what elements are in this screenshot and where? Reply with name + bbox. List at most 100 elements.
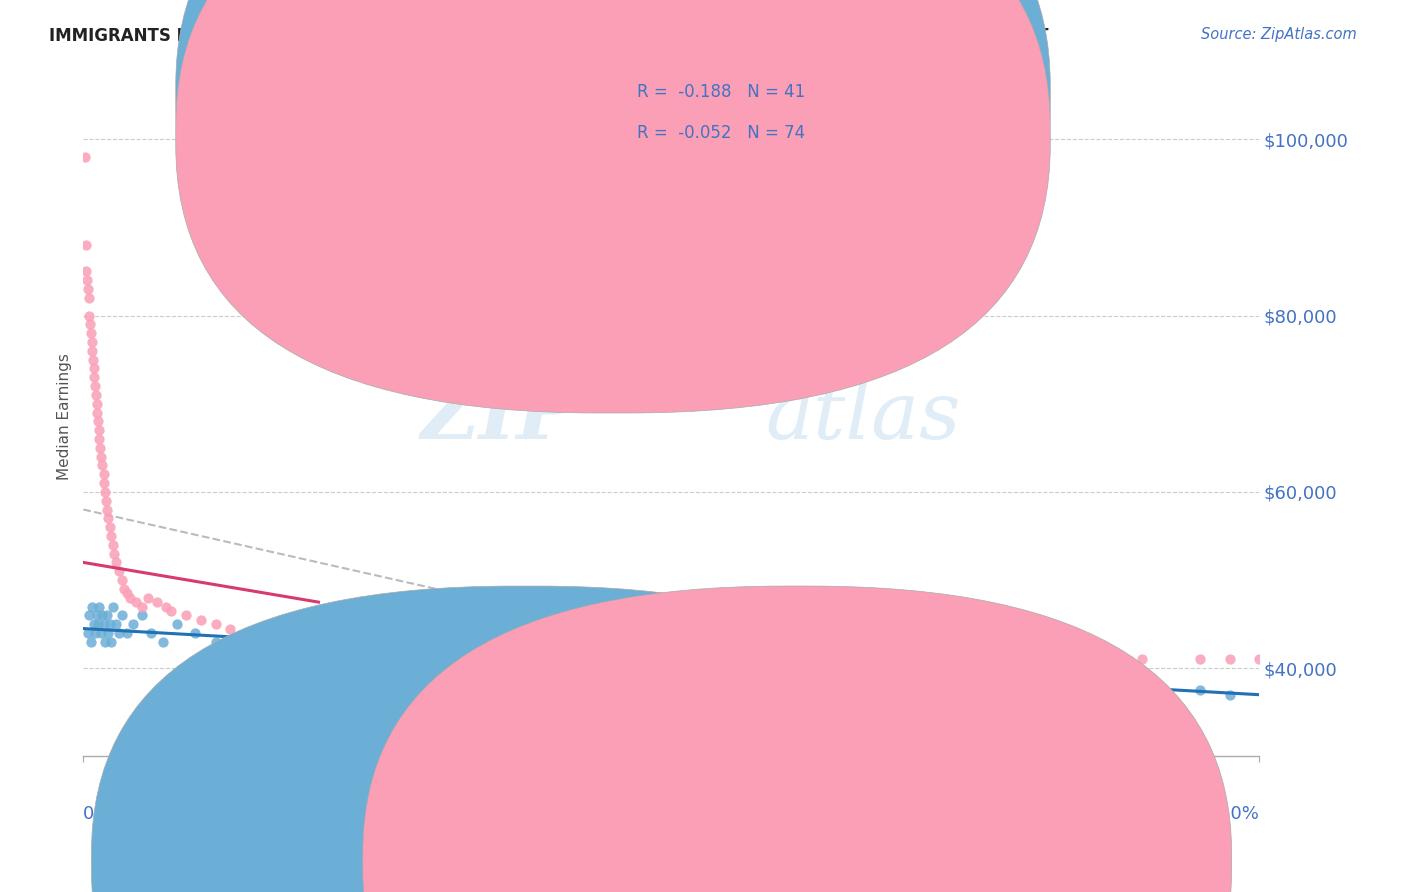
Point <box>1101 679 1123 693</box>
Point <box>89 432 111 446</box>
Point <box>96 493 118 508</box>
Point <box>366 643 388 657</box>
Point <box>110 608 132 623</box>
Point <box>84 388 107 402</box>
Point <box>1189 683 1212 698</box>
Point <box>91 458 114 473</box>
Point <box>77 309 100 323</box>
Point <box>104 617 127 632</box>
Point <box>602 652 624 666</box>
Point <box>125 595 148 609</box>
Point <box>100 529 122 543</box>
Point <box>76 273 98 287</box>
Text: 0.0%: 0.0% <box>83 805 129 823</box>
Point <box>219 622 242 636</box>
Point <box>91 608 114 623</box>
Point <box>86 397 108 411</box>
Point <box>307 626 329 640</box>
Point <box>263 634 285 648</box>
Point <box>83 370 105 384</box>
Text: R =  -0.188   N = 41: R = -0.188 N = 41 <box>637 83 806 101</box>
Point <box>98 617 121 632</box>
Point <box>602 643 624 657</box>
Point <box>1012 652 1035 666</box>
Point <box>174 608 197 623</box>
Point <box>77 608 100 623</box>
Point <box>93 467 115 482</box>
Point <box>425 643 447 657</box>
Point <box>152 634 174 648</box>
Point <box>83 361 105 376</box>
Point <box>1306 652 1329 666</box>
Point <box>190 613 212 627</box>
Point <box>1219 652 1241 666</box>
Point <box>89 599 111 614</box>
Point <box>86 608 108 623</box>
Point <box>94 484 117 499</box>
Point <box>131 599 153 614</box>
Point <box>77 291 100 305</box>
Point <box>76 626 98 640</box>
Point <box>87 423 110 437</box>
Point <box>139 626 162 640</box>
Point <box>896 652 918 666</box>
Point <box>336 639 359 653</box>
Point <box>79 326 101 340</box>
Point <box>718 652 741 666</box>
Point <box>278 631 301 645</box>
Point <box>896 652 918 666</box>
Point <box>513 643 536 657</box>
Point <box>114 582 136 596</box>
Point <box>1071 652 1094 666</box>
Text: Source: ZipAtlas.com: Source: ZipAtlas.com <box>1201 27 1357 42</box>
Point <box>718 643 741 657</box>
Point <box>659 648 682 662</box>
Point <box>249 626 271 640</box>
Point <box>84 626 107 640</box>
Point <box>87 414 110 428</box>
Point <box>204 617 226 632</box>
Point <box>79 318 101 332</box>
Point <box>97 626 120 640</box>
Point <box>1336 652 1358 666</box>
Point <box>136 591 159 605</box>
Point <box>107 626 129 640</box>
Point <box>166 617 188 632</box>
Point <box>953 652 976 666</box>
Point <box>1219 688 1241 702</box>
Point <box>93 476 115 491</box>
Point <box>1130 652 1153 666</box>
Point <box>1189 652 1212 666</box>
Point <box>204 634 226 648</box>
Point <box>160 604 183 618</box>
Point <box>101 599 124 614</box>
Point <box>117 586 139 600</box>
Text: R =  -0.052   N = 74: R = -0.052 N = 74 <box>637 124 806 142</box>
Point <box>425 643 447 657</box>
Point <box>146 595 169 609</box>
Point <box>778 652 800 666</box>
Point <box>103 547 125 561</box>
Point <box>101 538 124 552</box>
Point <box>837 652 859 666</box>
Point <box>75 238 97 252</box>
Point <box>104 556 127 570</box>
Point <box>96 502 118 516</box>
Point <box>100 634 122 648</box>
Text: IMMIGRANTS FROM MICRONESIA VS IMMIGRANTS FROM CROATIA MEDIAN EARNINGS CORRELATIO: IMMIGRANTS FROM MICRONESIA VS IMMIGRANTS… <box>49 27 1049 45</box>
Point <box>543 643 565 657</box>
Text: atlas: atlas <box>765 378 960 456</box>
Text: Immigrants from Micronesia: Immigrants from Micronesia <box>544 855 770 869</box>
Text: ZIP: ZIP <box>420 378 576 456</box>
Point <box>83 617 105 632</box>
Point <box>86 405 108 419</box>
Point <box>82 343 104 358</box>
Point <box>79 634 101 648</box>
Point <box>80 334 103 349</box>
Point <box>366 634 388 648</box>
Text: Immigrants from Croatia: Immigrants from Croatia <box>815 855 1012 869</box>
Point <box>107 564 129 578</box>
Point <box>90 450 112 464</box>
Point <box>233 626 256 640</box>
Point <box>90 626 112 640</box>
